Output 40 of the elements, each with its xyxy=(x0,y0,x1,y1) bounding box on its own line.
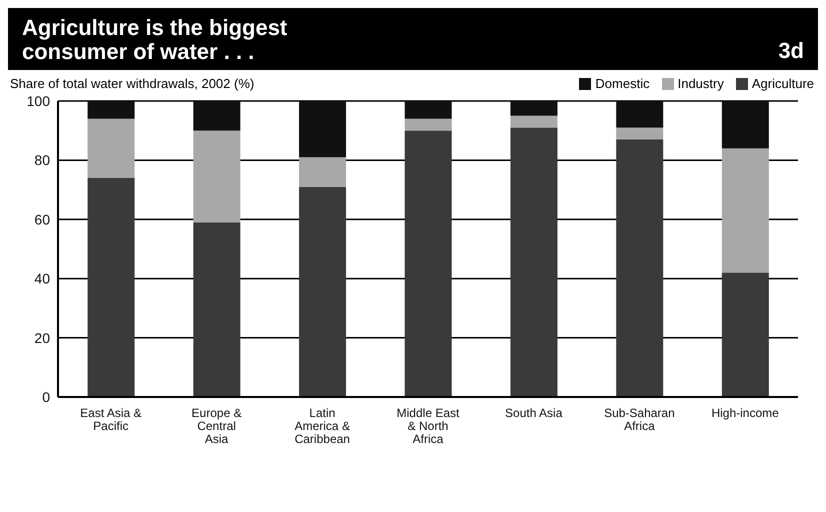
bar xyxy=(616,128,664,140)
bar xyxy=(299,186,346,397)
y-tick-label: 80 xyxy=(34,152,50,168)
bar xyxy=(404,130,452,397)
bar xyxy=(404,118,452,131)
chart-title: Agriculture is the biggest consumer of water . . . xyxy=(22,15,288,64)
x-tick-label: Sub-Saharan Africa xyxy=(604,406,675,433)
bar xyxy=(616,101,664,128)
bar xyxy=(510,128,558,397)
bar xyxy=(88,118,135,178)
x-tick-label: Latin America & Caribbean xyxy=(294,406,350,446)
bar xyxy=(404,101,452,119)
x-tick-label: High-income xyxy=(711,406,780,420)
bar xyxy=(193,130,240,222)
y-tick-label: 60 xyxy=(34,211,50,228)
bar xyxy=(722,101,769,148)
bar xyxy=(722,272,769,397)
legend-label: Domestic xyxy=(595,76,650,91)
bar xyxy=(193,101,240,131)
bar xyxy=(510,116,558,128)
bar xyxy=(88,101,135,119)
bar xyxy=(616,139,664,397)
x-tick-label: Middle East & North Africa xyxy=(396,406,460,446)
legend-label: Industry xyxy=(678,76,724,91)
bar xyxy=(193,222,240,397)
bar xyxy=(299,157,346,187)
chart-subtitle: Share of total water withdrawals, 2002 (%) xyxy=(10,76,254,91)
x-tick-label: South Asia xyxy=(505,406,563,420)
bar xyxy=(510,101,558,116)
bar xyxy=(299,101,346,158)
y-tick-label: 0 xyxy=(42,388,50,405)
y-tick-label: 40 xyxy=(34,270,50,287)
y-tick-label: 100 xyxy=(26,92,50,109)
y-tick-label: 20 xyxy=(34,330,50,346)
x-tick-label: Europe & Central Asia xyxy=(192,406,242,446)
x-tick-label: East Asia & Pacific xyxy=(80,406,142,433)
legend-label: Agriculture xyxy=(752,76,814,91)
bar xyxy=(88,178,135,397)
bar xyxy=(722,148,769,273)
text: 3d xyxy=(778,38,804,64)
